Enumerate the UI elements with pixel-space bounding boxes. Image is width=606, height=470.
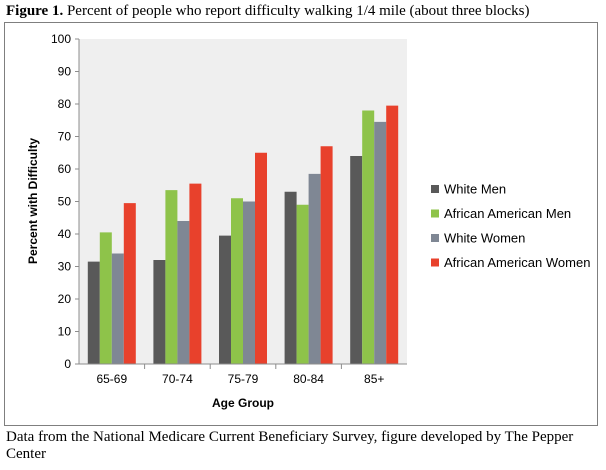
bar xyxy=(177,221,190,364)
bar xyxy=(386,105,399,364)
y-tick-label: 90 xyxy=(58,65,72,79)
y-tick-label: 50 xyxy=(58,195,72,209)
bar xyxy=(362,110,375,364)
legend-label: White Men xyxy=(444,182,506,197)
bar xyxy=(189,183,202,364)
legend-label: White Women xyxy=(444,231,525,246)
bar xyxy=(243,201,255,364)
bar xyxy=(219,235,231,364)
bar xyxy=(284,191,297,364)
bar xyxy=(99,232,112,364)
y-tick-label: 70 xyxy=(58,130,72,144)
bar xyxy=(123,203,136,364)
legend-label: African American Women xyxy=(444,255,590,270)
y-tick-label: 30 xyxy=(58,260,72,274)
bar xyxy=(231,198,243,364)
y-tick-label: 20 xyxy=(58,292,72,306)
y-tick-label: 100 xyxy=(51,32,71,46)
legend-swatch xyxy=(431,258,439,267)
bar xyxy=(87,261,100,364)
figure-title-text: Percent of people who report difficulty … xyxy=(66,3,530,19)
figure-label: Figure 1. xyxy=(6,3,64,19)
bar xyxy=(320,146,333,364)
legend-swatch xyxy=(431,209,439,218)
bar xyxy=(350,156,363,364)
legend-label: African American Men xyxy=(444,206,571,221)
y-tick-label: 0 xyxy=(64,357,71,371)
x-tick-label: 70-74 xyxy=(162,372,193,386)
bar xyxy=(165,190,178,364)
y-tick-label: 60 xyxy=(58,162,72,176)
y-tick-label: 80 xyxy=(58,97,72,111)
y-tick-label: 10 xyxy=(58,325,72,339)
bar xyxy=(153,260,166,364)
bar xyxy=(111,253,124,364)
x-tick-label: 80-84 xyxy=(293,372,324,386)
figure-title: Figure 1. Percent of people who report d… xyxy=(6,3,529,20)
bar xyxy=(374,121,387,364)
legend-swatch xyxy=(431,234,439,242)
bar xyxy=(255,152,267,364)
x-tick-label: 65-69 xyxy=(96,372,127,386)
x-axis-title: Age Group xyxy=(212,396,274,410)
bar xyxy=(296,204,309,364)
x-tick-label: 85+ xyxy=(364,372,384,386)
x-tick-label: 75-79 xyxy=(228,372,259,386)
y-tick-label: 40 xyxy=(58,227,72,241)
y-axis-title: Percent with Difficulty xyxy=(26,138,40,264)
figure-caption: Data from the National Medicare Current … xyxy=(6,429,574,462)
legend-swatch xyxy=(431,185,439,193)
bar xyxy=(308,173,321,364)
